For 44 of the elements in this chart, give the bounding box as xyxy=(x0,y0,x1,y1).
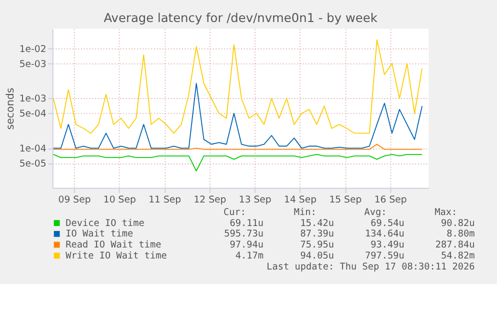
x-tick-label: 15 Sep xyxy=(329,194,362,206)
text: 15.42u xyxy=(300,218,334,229)
text: 87.39u xyxy=(300,228,334,240)
y-axis-title: seconds xyxy=(4,88,17,130)
text: 8.80m xyxy=(446,228,476,240)
legend-label: Read IO Wait time xyxy=(66,240,162,251)
x-tick-label: 09 Sep xyxy=(58,194,91,206)
x-tick-label: 16 Sep xyxy=(374,194,407,206)
text: Cur: xyxy=(223,206,246,218)
x-tick-label: 13 Sep xyxy=(238,194,272,206)
text: 54.82m xyxy=(440,250,476,262)
text: 287.84u xyxy=(435,240,475,251)
line-series xyxy=(52,154,423,172)
y-tick-label: 5e-04 xyxy=(19,108,46,120)
legend-label: Write IO Wait time xyxy=(66,250,168,262)
legend-label: IO Wait time xyxy=(66,228,134,240)
x-tick-label: 11 Sep xyxy=(148,194,182,206)
y-tick-label: 1e-04 xyxy=(19,143,46,154)
text: Avg: xyxy=(364,206,387,218)
text: Min: xyxy=(294,206,316,218)
text: 595.73u xyxy=(224,228,264,240)
text: 94.05u xyxy=(300,250,334,262)
text: 93.49u xyxy=(370,240,404,251)
y-tick-label: 1e-02 xyxy=(19,44,46,55)
text: Max: xyxy=(434,206,458,218)
text: 134.64u xyxy=(364,228,404,240)
x-tick-label: 14 Sep xyxy=(284,194,317,206)
x-tick-label: 12 Sep xyxy=(194,194,226,206)
legend-label: Device IO time xyxy=(66,218,145,229)
line-series xyxy=(52,82,423,149)
text: 69.11u xyxy=(230,218,264,229)
text: 797.59u xyxy=(364,250,404,262)
text: 97.94u xyxy=(230,240,264,251)
text: Last update: Thu Sep 17 08:30:11 2026 xyxy=(266,261,476,272)
x-tick-label: 10 Sep xyxy=(103,194,136,206)
y-tick-label: 1e-03 xyxy=(19,94,46,105)
text: 69.54u xyxy=(370,218,404,229)
y-tick-label: 5e-03 xyxy=(19,58,46,70)
y-tick-label: 5e-05 xyxy=(19,158,46,170)
text: 4.17m xyxy=(235,250,264,262)
chart-title: Average latency for /dev/nvme0n1 - by week xyxy=(104,11,378,26)
text: 75.95u xyxy=(300,240,334,251)
line-series xyxy=(52,39,423,134)
text: 90.82u xyxy=(440,218,475,229)
